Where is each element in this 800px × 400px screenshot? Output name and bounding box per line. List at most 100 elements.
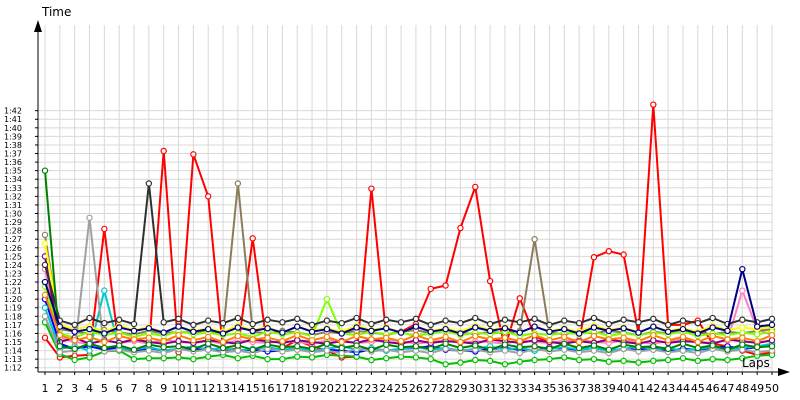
- data-point: [457, 344, 464, 352]
- data-point: [501, 347, 509, 354]
- data-point: [709, 342, 716, 349]
- x-tick-label: 32: [498, 382, 512, 395]
- y-tick-label: 1:35: [4, 167, 22, 176]
- x-tick-label: 43: [661, 382, 675, 395]
- data-point: [457, 359, 464, 366]
- x-tick-label: 46: [706, 382, 720, 395]
- data-point: [397, 349, 405, 356]
- data-point: [294, 337, 301, 344]
- data-point: [130, 327, 138, 335]
- data-point: [694, 344, 702, 352]
- data-point: [635, 359, 642, 366]
- data-point: [605, 336, 612, 343]
- data-point: [219, 319, 227, 327]
- x-tick-label: 21: [335, 382, 349, 395]
- series-10: [41, 214, 776, 357]
- data-point: [368, 356, 375, 364]
- data-point: [160, 349, 167, 357]
- data-point: [442, 317, 449, 324]
- data-point: [175, 354, 182, 361]
- data-point: [694, 349, 702, 357]
- data-point: [650, 343, 657, 350]
- data-point: [368, 327, 375, 335]
- data-point: [590, 253, 598, 261]
- data-point: [190, 151, 197, 158]
- data-point: [739, 316, 746, 323]
- data-point: [397, 343, 405, 351]
- data-point: [664, 345, 672, 353]
- data-point: [694, 330, 702, 337]
- data-point: [338, 330, 345, 337]
- data-point: [145, 341, 153, 348]
- data-point: [472, 183, 479, 191]
- x-tick-label: 6: [116, 382, 123, 395]
- data-point: [664, 337, 672, 344]
- y-tick-label: 1:16: [4, 329, 22, 338]
- data-point: [531, 337, 538, 344]
- data-point: [546, 321, 553, 329]
- data-point: [308, 328, 316, 335]
- data-point: [486, 327, 494, 335]
- series-14: [41, 291, 776, 346]
- data-point: [397, 319, 405, 326]
- grid: [38, 25, 773, 372]
- data-point: [501, 361, 509, 368]
- data-point: [279, 329, 286, 336]
- data-point: [531, 331, 538, 339]
- y-tick-label: 1:12: [4, 364, 22, 373]
- data-point: [531, 356, 538, 364]
- axes: [34, 20, 790, 376]
- data-point: [605, 320, 612, 328]
- y-tick-label: 1:42: [4, 107, 22, 116]
- data-point: [501, 316, 509, 323]
- y-tick-label: 1:20: [4, 295, 22, 304]
- data-point: [442, 325, 449, 333]
- data-point: [41, 278, 49, 286]
- data-point: [590, 342, 598, 349]
- data-point: [768, 321, 776, 329]
- x-tick-label: 30: [468, 382, 482, 395]
- data-point: [368, 336, 375, 343]
- x-tick-label: 29: [453, 382, 467, 395]
- data-point: [397, 329, 405, 336]
- data-point: [56, 343, 64, 350]
- data-point: [160, 319, 167, 326]
- data-point: [353, 314, 360, 322]
- y-tick-label: 1:39: [4, 132, 22, 141]
- data-point: [650, 315, 657, 323]
- data-point: [234, 332, 242, 340]
- x-tick-label: 33: [513, 382, 527, 395]
- data-point: [472, 356, 479, 364]
- data-point: [709, 332, 716, 340]
- data-point: [516, 358, 523, 365]
- x-tick-label: 34: [528, 382, 542, 395]
- data-point: [294, 343, 301, 350]
- data-point: [145, 347, 153, 354]
- y-tick-label: 1:29: [4, 218, 22, 227]
- data-point: [115, 342, 123, 349]
- data-point: [753, 331, 761, 338]
- data-point: [160, 147, 167, 155]
- y-tick-label: 1:30: [4, 209, 22, 218]
- data-point: [41, 261, 49, 269]
- data-point: [531, 343, 538, 350]
- data-point: [41, 334, 49, 341]
- data-point: [620, 334, 627, 341]
- data-point: [294, 331, 301, 339]
- data-point: [323, 325, 331, 333]
- data-point: [101, 225, 108, 233]
- y-tick-label: 1:13: [4, 355, 22, 364]
- data-point: [308, 345, 316, 353]
- data-point: [546, 345, 553, 353]
- y-tick-label: 1:15: [4, 338, 22, 347]
- y-tick-label: 1:28: [4, 227, 22, 236]
- data-point: [175, 331, 182, 339]
- x-tick-label: 18: [290, 382, 304, 395]
- data-point: [41, 167, 49, 174]
- data-point: [412, 315, 420, 323]
- data-point: [160, 329, 167, 336]
- data-point: [546, 328, 553, 335]
- data-point: [561, 346, 568, 353]
- x-tick-label: 44: [676, 382, 690, 395]
- data-point: [145, 325, 153, 332]
